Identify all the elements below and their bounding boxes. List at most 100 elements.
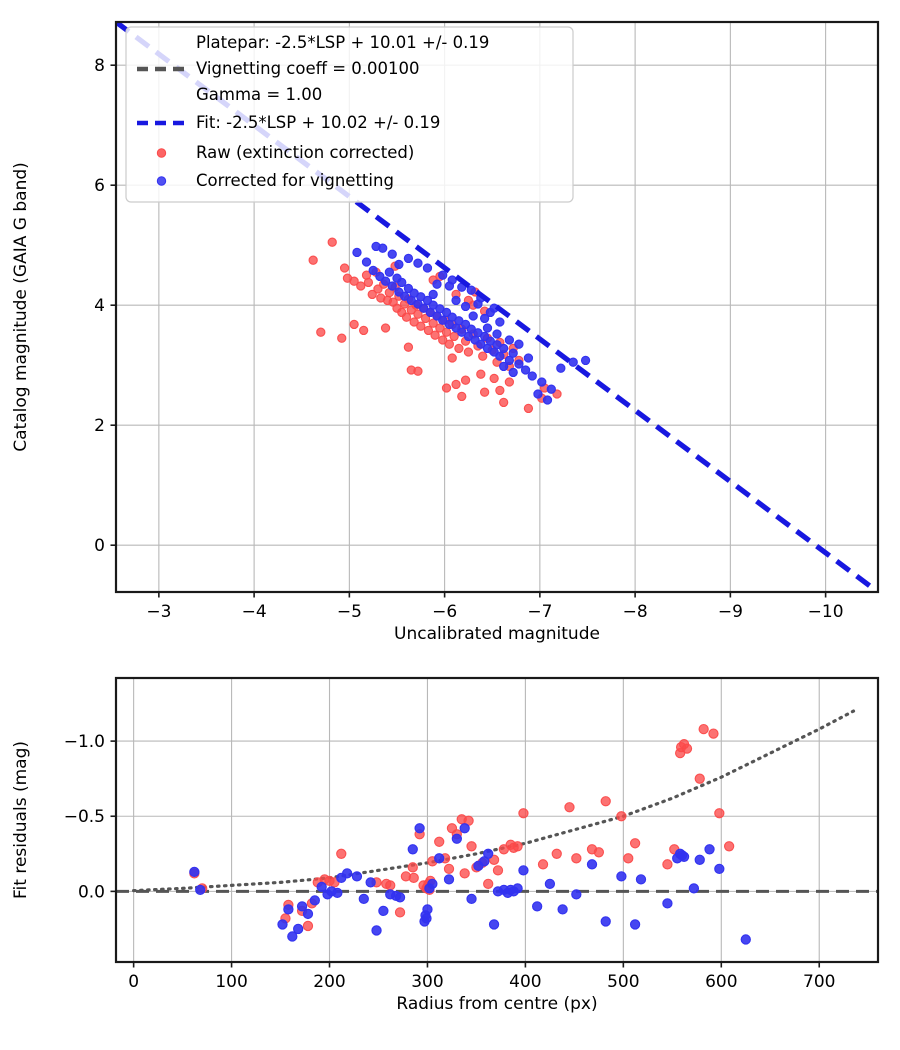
legend-label-5: Corrected for vignetting [196,171,394,190]
data-point [413,309,423,319]
legend-entry-2[interactable]: Gamma = 1.00 [196,85,322,104]
data-point [438,335,448,345]
series-raw-residuals-panel [189,723,735,932]
legend-label-3: Fit: -2.5*LSP + 10.02 +/- 0.19 [196,113,440,132]
data-point [385,880,396,891]
data-point [397,277,407,288]
data-point [473,299,483,309]
series-corrected-residuals-panel [189,823,751,945]
data-point [512,841,523,852]
data-point [277,919,288,930]
ytick-label: 4 [94,296,105,316]
xtick-label: −10 [808,602,844,622]
data-point [456,814,467,825]
data-point [435,323,445,333]
xtick-label: 500 [607,972,639,992]
data-point [309,895,320,906]
data-point [451,833,462,844]
axes-frame-calibration-panel [114,20,880,594]
data-point [438,315,448,325]
xtick-label: −5 [337,602,362,622]
data-point [523,353,534,363]
data-point [600,796,611,807]
data-point [358,893,369,905]
data-point [358,325,369,336]
data-point [694,773,705,784]
data-point [483,878,494,890]
data-point [361,257,372,267]
data-point [403,253,414,264]
data-point [499,397,509,408]
data-point [349,319,359,330]
data-point [723,841,735,852]
data-point [337,333,347,343]
data-point [629,838,641,849]
data-point [413,258,423,268]
data-point [434,853,445,864]
data-point [384,267,395,277]
data-point [407,862,418,873]
plot-area-residuals-panel [116,678,878,962]
axes-frame-residuals-panel [114,676,880,964]
data-point [518,808,529,819]
data-point [368,265,378,276]
data-point [422,263,433,273]
data-point [714,863,725,874]
ytick-label: 8 [94,56,105,76]
xtick-label: −8 [623,602,648,622]
data-point [532,901,543,912]
ytick-label: 0 [94,536,105,556]
data-point [504,355,515,366]
xtick-label: 200 [313,972,345,992]
data-point [488,919,500,930]
data-point [349,276,359,286]
data-point [544,878,556,890]
data-point [537,377,547,387]
data-point [302,920,314,932]
data-point [557,904,568,915]
data-point [478,351,488,361]
data-point [428,318,438,328]
data-point [551,848,562,859]
ytick-label: 2 [94,416,105,436]
legend-entry-0[interactable]: Platepar: -2.5*LSP + 10.01 +/- 0.19 [196,33,489,52]
data-point [460,301,471,312]
data-point [419,303,429,313]
data-point [427,878,438,890]
data-point [542,395,553,405]
data-point [352,247,362,258]
data-point [339,263,350,273]
data-point [466,285,476,295]
data-point [571,889,582,900]
legend-entry-5[interactable]: Corrected for vignetting [156,171,394,190]
data-point [438,270,448,280]
legend-entry-1[interactable]: Vignetting coeff = 0.00100 [137,59,420,78]
xtick-label: 100 [215,972,247,992]
data-point [504,377,515,387]
legend-entry-4[interactable]: Raw (extinction corrected) [156,143,414,162]
data-point [459,868,470,879]
data-point [495,385,505,396]
data-point [504,335,515,345]
data-point [341,868,353,879]
data-point [508,367,518,378]
xtick-label: 0 [128,972,139,992]
yaxis-label-calibration-panel: Catalog magnitude (GAIA G band) [11,162,31,452]
data-point [495,317,505,327]
data-point [380,323,391,333]
legend-dot-icon [156,148,167,158]
data-point [416,321,426,331]
xtick-label: −4 [242,602,267,622]
data-point [394,892,406,903]
data-point [698,723,709,735]
data-point [308,255,318,265]
data-point [367,289,377,300]
legend-entry-3[interactable]: Fit: -2.5*LSP + 10.02 +/- 0.19 [137,113,440,132]
data-point [441,383,452,393]
data-point [399,291,410,301]
data-point [681,743,693,754]
data-point [195,884,206,896]
data-point [580,355,591,366]
data-point [708,728,719,739]
